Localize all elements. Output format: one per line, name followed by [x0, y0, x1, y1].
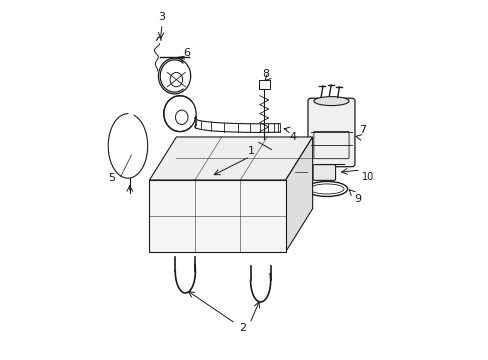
Polygon shape [149, 180, 285, 252]
Polygon shape [285, 137, 312, 252]
FancyBboxPatch shape [312, 165, 335, 180]
Text: 7: 7 [359, 125, 366, 135]
Text: 1: 1 [247, 145, 254, 156]
Polygon shape [149, 137, 312, 180]
FancyBboxPatch shape [289, 165, 312, 180]
Text: 10: 10 [362, 172, 374, 182]
Text: 4: 4 [289, 132, 296, 141]
Text: 6: 6 [183, 48, 190, 58]
Text: 8: 8 [262, 68, 269, 78]
Text: 9: 9 [353, 194, 360, 204]
Ellipse shape [313, 96, 348, 105]
Text: 3: 3 [158, 12, 165, 22]
Text: 5: 5 [108, 173, 115, 183]
FancyBboxPatch shape [307, 98, 354, 167]
Text: 2: 2 [239, 323, 246, 333]
